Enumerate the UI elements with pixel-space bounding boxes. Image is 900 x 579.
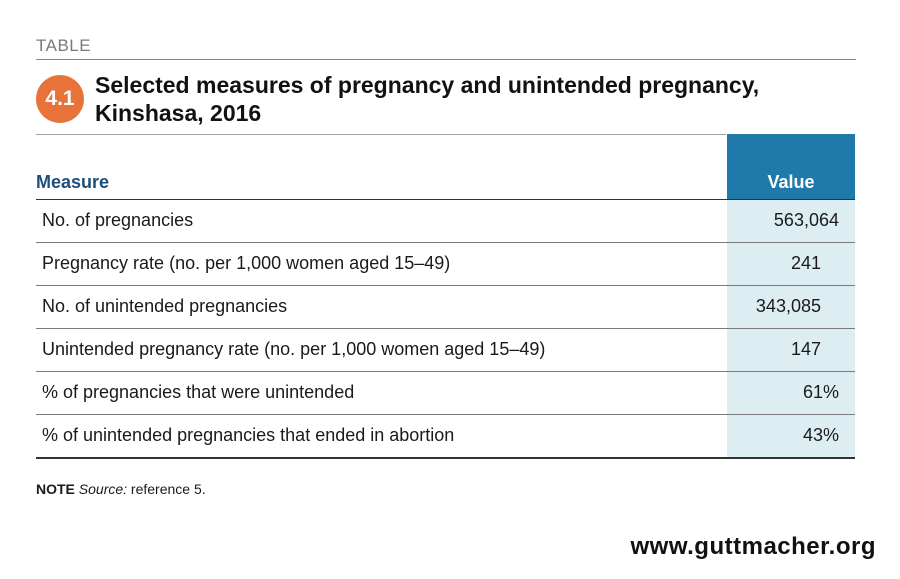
table-row: Pregnancy rate (no. per 1,000 women aged… — [36, 243, 855, 286]
table-row: % of unintended pregnancies that ended i… — [36, 415, 855, 459]
row-label: % of pregnancies that were unintended — [42, 382, 355, 402]
table-title-line-2: Kinshasa, 2016 — [95, 100, 262, 126]
note-key: NOTE — [36, 481, 75, 497]
table-kicker: TABLE — [36, 36, 92, 55]
table-row: No. of unintended pregnancies 343,085 — [36, 286, 855, 329]
table-row: Unintended pregnancy rate (no. per 1,000… — [36, 329, 855, 372]
row-label: No. of unintended pregnancies — [42, 296, 288, 316]
row-label: Unintended pregnancy rate (no. per 1,000… — [42, 339, 546, 359]
table-row: No. of pregnancies 563,064 — [36, 200, 855, 243]
row-value: 147 — [790, 339, 821, 359]
website-url: www.guttmacher.org — [630, 533, 876, 560]
kicker-divider — [36, 59, 856, 60]
table-title-line-1: Selected measures of pregnancy and unint… — [95, 72, 760, 98]
row-value: 43% — [802, 425, 839, 445]
value-header-background — [727, 134, 855, 199]
table-title: Selected measures of pregnancy and unint… — [95, 71, 855, 127]
row-label: No. of pregnancies — [42, 210, 194, 230]
row-value: 61% — [802, 382, 839, 402]
note-source-label: Source: — [78, 481, 128, 497]
table-note: NOTE Source: reference 5. — [36, 481, 206, 497]
table-body: No. of pregnancies 563,064 Pregnancy rat… — [36, 199, 855, 459]
row-value: 563,064 — [773, 210, 839, 230]
row-value: 241 — [790, 253, 821, 273]
title-divider — [36, 134, 726, 135]
value-column-header: Value — [767, 172, 815, 192]
table-row: % of pregnancies that were unintended 61… — [36, 372, 855, 415]
row-value: 343,085 — [755, 296, 821, 316]
row-label: % of unintended pregnancies that ended i… — [42, 425, 455, 445]
row-label: Pregnancy rate (no. per 1,000 women aged… — [42, 253, 451, 273]
table-number-badge: 4.1 — [36, 75, 84, 123]
note-source-text: reference 5. — [127, 481, 206, 497]
measure-column-header: Measure — [36, 172, 110, 192]
